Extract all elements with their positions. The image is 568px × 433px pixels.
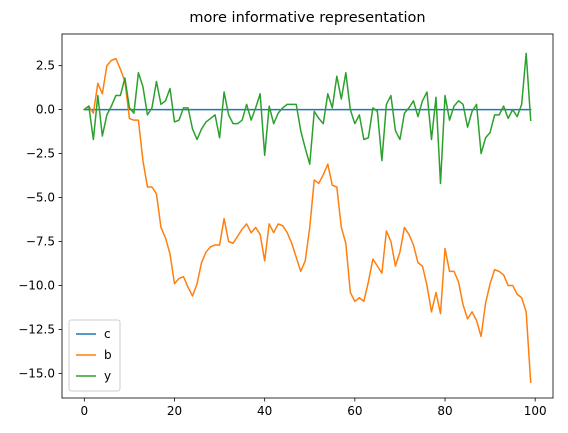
y-tick-label: −15.0: [18, 366, 55, 380]
legend-label-y: y: [104, 369, 111, 383]
x-tick-label: 60: [347, 404, 362, 418]
x-tick-label: 80: [437, 404, 452, 418]
y-tick-label: −7.5: [26, 234, 55, 248]
legend-label-c: c: [104, 327, 111, 341]
y-axis: 2.5 0.0 −2.5 −5.0 −7.5 −10.0 −12.5 −15.0: [18, 59, 62, 380]
x-tick-label: 40: [257, 404, 272, 418]
y-tick-label: 2.5: [36, 59, 55, 73]
x-tick-label: 20: [167, 404, 182, 418]
x-axis: 0 20 40 60 80 100: [80, 398, 547, 418]
y-tick-label: −5.0: [26, 191, 55, 205]
series-line-y: [83, 52, 532, 185]
y-tick-label: 0.0: [36, 103, 55, 117]
x-tick-label: 0: [80, 404, 88, 418]
chart-title: more informative representation: [189, 10, 425, 26]
y-tick-label: −12.5: [18, 322, 55, 336]
legend: cby: [68, 319, 121, 392]
y-tick-label: −10.0: [18, 278, 55, 292]
x-tick-label: 100: [524, 404, 547, 418]
y-tick-label: −2.5: [26, 147, 55, 161]
series-line-b: [83, 57, 532, 383]
legend-label-b: b: [104, 348, 112, 362]
plot-frame: [61, 33, 554, 399]
series-layer: [83, 52, 532, 383]
